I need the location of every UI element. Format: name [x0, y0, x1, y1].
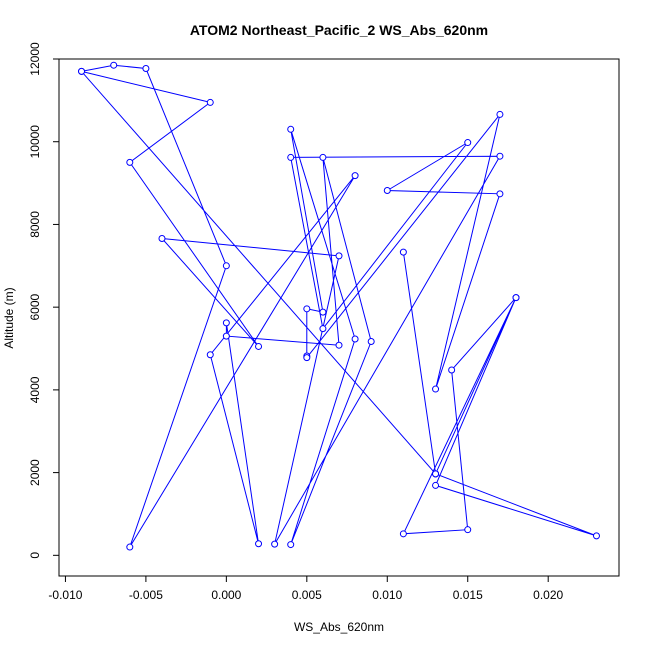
series-lines	[80, 64, 597, 548]
data-point	[351, 172, 359, 180]
data-point	[496, 110, 504, 118]
y-axis-label: Altitude (m)	[2, 287, 16, 348]
data-point	[110, 61, 118, 69]
y-tick-label: 10000	[28, 125, 42, 159]
data-point	[319, 308, 327, 316]
x-tick-label: 0.000	[211, 588, 241, 602]
y-tick-label: 8000	[28, 211, 42, 238]
data-point	[399, 248, 407, 256]
x-tick-label: 0.005	[292, 588, 322, 602]
data-point	[126, 543, 134, 551]
data-point	[335, 341, 343, 349]
data-point	[496, 190, 504, 198]
y-tick-label: 6000	[28, 293, 42, 320]
data-point	[335, 252, 343, 260]
data-point	[271, 540, 279, 548]
plot-frame	[58, 58, 620, 577]
data-point	[383, 187, 391, 195]
data-point	[303, 354, 311, 362]
y-tick-label: 4000	[28, 376, 42, 403]
data-point	[464, 139, 472, 147]
x-axis-label: WS_Abs_620nm	[294, 620, 384, 634]
data-point	[222, 332, 230, 340]
y-tick-label: 2000	[28, 459, 42, 486]
x-tick-label: -0.010	[48, 588, 82, 602]
data-point	[351, 335, 359, 343]
data-point	[158, 235, 166, 243]
data-point	[255, 540, 263, 548]
data-point	[512, 294, 520, 302]
data-point	[206, 98, 214, 106]
data-point	[319, 325, 327, 333]
x-axis: -0.010 -0.005 0.000 0.005 0.010 0.015 0.020	[48, 576, 564, 602]
y-axis: 0 2000 4000 6000 8000 10000 12000	[28, 42, 59, 559]
data-point	[222, 262, 230, 270]
data-point	[464, 526, 472, 534]
data-point	[432, 470, 440, 478]
data-point	[78, 67, 86, 75]
data-point	[399, 530, 407, 538]
data-point	[592, 532, 600, 540]
series-line	[80, 64, 597, 548]
data-point	[255, 342, 263, 350]
data-point	[367, 337, 375, 345]
data-point	[319, 153, 327, 161]
x-tick-label: -0.005	[129, 588, 163, 602]
data-point	[142, 65, 150, 73]
y-tick-label: 12000	[28, 42, 42, 76]
data-point	[222, 319, 230, 327]
data-point	[448, 366, 456, 374]
data-point	[496, 152, 504, 160]
data-point	[432, 481, 440, 489]
data-point	[287, 153, 295, 161]
data-point	[303, 305, 311, 313]
data-point	[287, 541, 295, 549]
chart-title: ATOM2 Northeast_Pacific_2 WS_Abs_620nm	[190, 22, 488, 38]
data-point	[126, 158, 134, 166]
series-points	[78, 61, 600, 551]
x-tick-label: 0.010	[372, 588, 402, 602]
x-tick-label: 0.020	[533, 588, 563, 602]
y-tick-label: 0	[28, 552, 42, 559]
data-point	[432, 385, 440, 393]
data-point	[287, 125, 295, 133]
x-tick-label: 0.015	[453, 588, 483, 602]
data-point	[206, 351, 214, 359]
